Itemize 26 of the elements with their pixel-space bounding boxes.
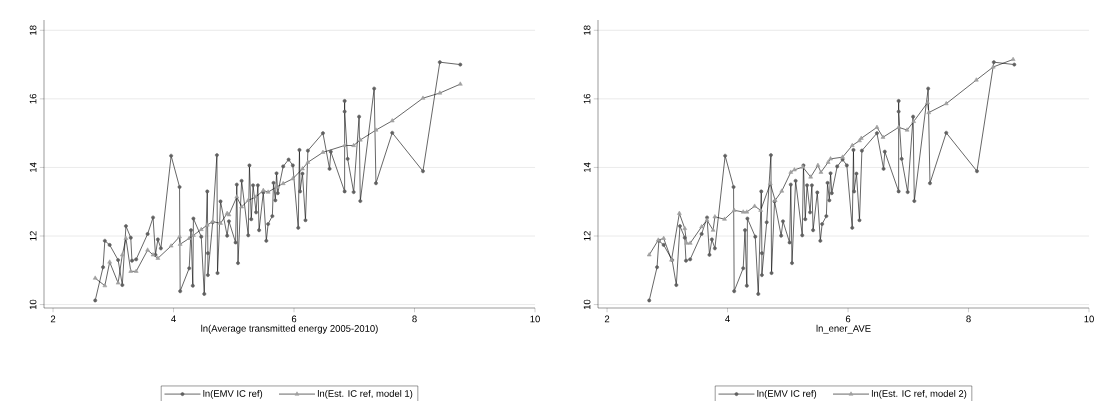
legend-label: ln(Est. IC ref, model 1) bbox=[317, 389, 413, 399]
x-tick-label: 2 bbox=[604, 315, 610, 323]
legend-label: ln(EMV IC ref) bbox=[203, 389, 263, 399]
y-tick-label: 10 bbox=[583, 299, 591, 310]
y-tick-label: 10 bbox=[29, 299, 37, 310]
y-tick-label: 16 bbox=[29, 94, 37, 104]
x-tick-label: 10 bbox=[1084, 315, 1094, 323]
x-tick-label: 8 bbox=[966, 315, 971, 323]
y-tick-label: 12 bbox=[29, 231, 37, 241]
y-tick-label: 18 bbox=[29, 25, 37, 35]
x-tick-label: 6 bbox=[845, 315, 851, 323]
legend-label: ln(Est. IC ref, model 2) bbox=[871, 389, 967, 399]
x-tick-label: 6 bbox=[291, 315, 297, 323]
x-tick-label: 10 bbox=[530, 315, 540, 323]
x-axis-title: ln_ener_AVE bbox=[816, 324, 871, 334]
y-tick-label: 12 bbox=[583, 231, 591, 241]
x-axis-title: ln(Average transmitted energy 2005-2010) bbox=[201, 324, 378, 334]
x-tick-label: 4 bbox=[171, 315, 176, 323]
y-tick-label: 16 bbox=[583, 94, 591, 104]
y-tick-label: 18 bbox=[583, 25, 591, 35]
x-tick-label: 2 bbox=[50, 315, 56, 323]
legend-label: ln(EMV IC ref) bbox=[757, 389, 817, 399]
x-tick-label: 8 bbox=[412, 315, 417, 323]
y-tick-label: 14 bbox=[29, 162, 37, 172]
y-tick-label: 14 bbox=[583, 162, 591, 172]
x-tick-label: 4 bbox=[725, 315, 730, 323]
